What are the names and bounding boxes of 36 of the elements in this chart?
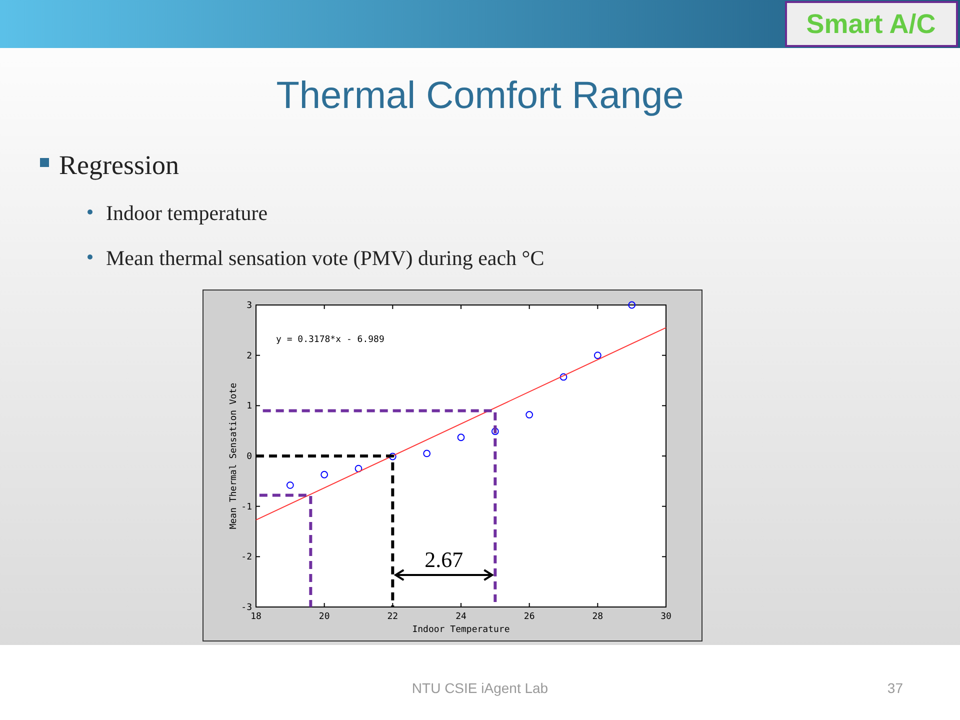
annotation: 2.67 [424,547,464,572]
point [491,428,499,436]
text: Mean thermal sensation vote (PMV) during each °C [106,246,544,270]
annotation: y = 0.3178*x - 6.989 [276,335,384,345]
y-tick-label: -3 [241,603,252,613]
point [320,470,328,478]
x-axis-title: Indoor Temperature [412,625,510,635]
chart-title: Thermal Comfort Range [276,75,684,117]
x-tick-label: 30 [660,612,672,622]
point [286,481,294,489]
y-tick-label: -2 [241,552,252,563]
y-tick-label: 1 [246,402,252,412]
y-tick-label: -1 [241,502,252,512]
point [457,434,465,442]
point [354,464,362,472]
point [628,301,636,309]
text: Smart A/C [806,9,936,39]
x-tick-label: 26 [524,612,535,622]
x-tick-label: 24 [456,612,466,622]
y-tick-label: 2 [246,351,252,362]
point [388,452,396,460]
point [594,352,602,360]
x-tick-label: 20 [318,612,330,622]
text: NTU CSIE iAgent Lab [412,680,548,696]
point [560,373,568,381]
y-axis-title: Mean Thermal Sensation Vote [229,382,239,530]
text: Regression [59,150,180,180]
y-tick-label: 3 [246,301,252,311]
point [423,450,431,458]
x-tick-label: 22 [387,612,398,622]
text: Indoor temperature [106,201,268,225]
point [526,411,534,418]
x-tick-label: 28 [592,612,604,622]
text: 37 [887,680,904,696]
y-tick-label: 0 [246,452,252,462]
x-tick-label: 18 [250,612,262,622]
